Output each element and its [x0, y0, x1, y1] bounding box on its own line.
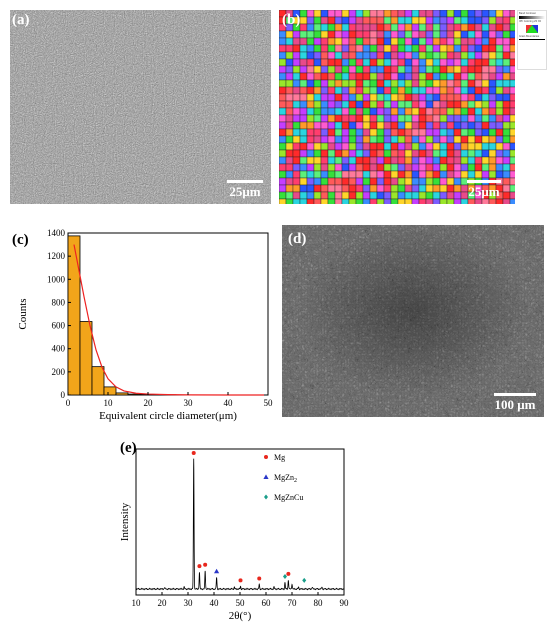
x-tick-label: 80: [314, 598, 324, 608]
x-axis-label: Equivalent circle diameter(μm): [99, 410, 237, 422]
scale-bar-b: 25μm: [467, 180, 501, 200]
panel-label-c: (c): [12, 232, 29, 248]
scale-bar-line: [494, 393, 536, 396]
scale-bar-line: [467, 180, 501, 183]
histogram-bar: [127, 393, 141, 396]
legend-band-contrast-title: Band Contrast: [519, 12, 536, 15]
y-tick-label: 1000: [47, 274, 66, 284]
x-tick-label: 10: [132, 598, 142, 608]
x-tick-label: 60: [262, 598, 272, 608]
panel-d-sem-image: (d) 100 μm: [282, 225, 544, 417]
peak-marker-mgzncu: [302, 577, 307, 583]
histogram-bar: [91, 366, 105, 396]
x-tick-label: 50: [236, 598, 246, 608]
peak-marker-mg: [191, 451, 196, 455]
y-axis-label: Intensity: [119, 502, 131, 541]
histogram-bar: [115, 392, 129, 396]
peak-marker-mg: [238, 578, 243, 583]
ipf-triangle-icon: [526, 25, 538, 33]
x-tick-label: 20: [158, 598, 168, 608]
x-tick-label: 20: [144, 398, 154, 408]
x-tick-label: 40: [210, 598, 220, 608]
x-axis-label: 2θ(°): [229, 610, 252, 622]
panel-label-a: (a): [12, 12, 30, 28]
y-tick-label: 0: [61, 390, 66, 400]
histogram-bar: [67, 235, 81, 396]
legend-mg-icon: [264, 455, 268, 459]
ebsd-legend: Band Contrast IPF Coloring Z0 X0 Grain B…: [517, 10, 547, 70]
legend-label-mgzn2: MgZn2: [274, 473, 297, 484]
panel-b-ebsd-map: (b) 25μm: [279, 10, 515, 204]
x-tick-label: 0: [66, 398, 71, 408]
scale-bar-line: [227, 180, 263, 183]
y-tick-label: 600: [52, 321, 66, 331]
xrd-pattern-line: [135, 458, 345, 591]
y-tick-label: 200: [52, 367, 66, 377]
x-tick-label: 70: [288, 598, 298, 608]
peak-marker-mg: [286, 571, 291, 576]
scale-bar-d: 100 μm: [494, 393, 536, 413]
band-contrast-strip: [519, 16, 545, 19]
peak-marker-mg: [203, 562, 208, 567]
panel-a-micrograph: (a) 25μm: [10, 10, 271, 204]
grain-boundary-line: [519, 39, 545, 40]
panel-label-b: (b): [282, 12, 301, 28]
histogram-bar: [103, 386, 117, 396]
peak-marker-mg: [197, 564, 202, 569]
legend-gb-title: Grain Boundaries: [519, 35, 540, 38]
scale-bar-label: 25μm: [229, 184, 261, 199]
legend-mgzncu-icon: [264, 494, 268, 500]
scale-bar-a: 25μm: [227, 180, 263, 200]
y-tick-label: 400: [52, 344, 66, 354]
sem-texture: [282, 225, 544, 417]
x-tick-label: 50: [264, 398, 274, 408]
x-tick-label: 30: [184, 598, 194, 608]
panel-label-d: (d): [288, 231, 307, 247]
y-axis-label: Counts: [17, 298, 29, 329]
legend-label-mg: Mg: [274, 453, 285, 462]
fit-curve: [73, 244, 264, 396]
histogram-bar: [79, 321, 93, 396]
panel-label-e: (e): [120, 440, 137, 456]
peak-marker-mg: [257, 576, 262, 581]
x-tick-label: 40: [224, 398, 234, 408]
scale-bar-label: 100 μm: [494, 397, 536, 412]
scale-bar-label: 25μm: [468, 184, 500, 199]
histogram-chart: (c) 0 10 20 30 40 50 0 200 400 600 800 1000 1200 1400…: [12, 228, 274, 422]
legend-mgzn2-icon: [263, 474, 269, 479]
legend-ipf-title: IPF Coloring Z0 X0: [519, 20, 542, 23]
x-tick-label: 10: [104, 398, 114, 408]
x-tick-label: 30: [184, 398, 194, 408]
ebsd-grain-map: [279, 10, 515, 204]
plot-frame: [135, 448, 345, 596]
xrd-chart: (e) 10 20 30 40 50 60 70 80 90 2θ(°) Intensity Mg Mg…: [119, 440, 350, 622]
micrograph-texture: [10, 10, 271, 204]
y-tick-label: 1400: [47, 228, 66, 238]
y-tick-label: 1200: [47, 251, 66, 261]
peak-marker-mgzncu: [282, 574, 287, 579]
y-tick-label: 800: [52, 297, 66, 307]
legend-label-mgzncu: MgZnCu: [274, 493, 303, 502]
peak-marker-mgzn2: [214, 568, 220, 574]
x-tick-label: 90: [340, 598, 350, 608]
